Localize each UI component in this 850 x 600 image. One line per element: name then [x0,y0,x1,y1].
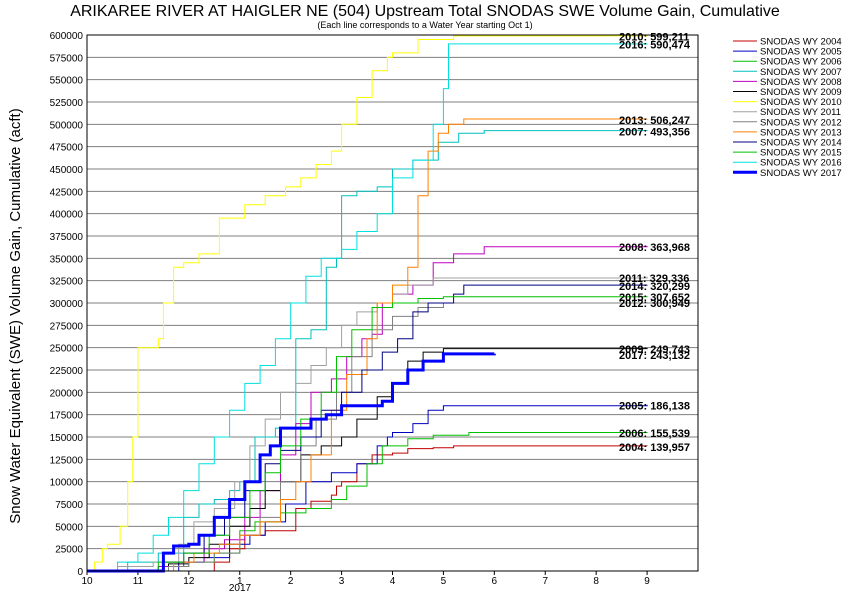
x-axis-year-label: 2017 [229,583,252,594]
legend-entry: SNODAS WY 2006 [760,57,842,68]
x-tick-label: 9 [644,576,650,587]
x-tick-label: 7 [542,576,548,587]
end-label: 2006: 155,539 [619,428,690,440]
y-tick-label: 575000 [50,53,84,64]
legend-entry: SNODAS WY 2009 [760,87,842,98]
legend-entry: SNODAS WY 2012 [760,117,842,128]
series-line-5 [87,245,648,572]
x-tick-label: 3 [339,576,345,587]
legend-entry: SNODAS WY 2011 [760,107,841,118]
x-tick-label: 2 [288,576,294,587]
end-label: 2009: 249,743 [619,344,690,356]
legend-entry: SNODAS WY 2007 [760,67,842,78]
end-label: 2013: 506,247 [619,115,690,127]
end-label: 2014: 320,299 [619,281,690,293]
series-line-10 [87,118,648,572]
plot-frame [86,34,699,572]
x-tick-label: 4 [390,576,396,587]
y-tick-label: 0 [77,567,83,578]
end-label: 2008: 363,968 [619,242,690,254]
y-tick-label: 400000 [50,210,84,221]
chart-title: ARIKAREE RIVER AT HAIGLER NE (504) Upstr… [70,3,780,20]
y-tick-label: 175000 [50,411,84,422]
end-label: 2015: 307,652 [619,292,690,304]
end-label: 2011: 329,336 [619,273,689,285]
y-tick-label: 325000 [50,277,84,288]
series-line-11 [87,284,648,572]
y-tick-label: 300000 [50,299,84,310]
y-tick-label: 250000 [50,344,84,355]
series-line-1 [87,445,648,572]
x-tick-label: 1 [237,576,243,587]
y-axis-ticks: 0 25000 50000 75000 100000 125000 150000 175000… [50,31,84,578]
y-tick-label: 50000 [55,522,83,533]
series-line-14 [87,352,496,573]
y-tick-label: 75000 [55,500,83,511]
end-label: 2004: 139,957 [619,442,690,454]
series-lines [87,35,648,573]
legend-entry: SNODAS WY 2005 [760,47,842,58]
end-label: 2017: 243,132 [619,350,690,362]
y-tick-label: 475000 [50,143,84,154]
y-axis-label: Snow Water Equivalent (SWE) Volume Gain,… [7,108,24,523]
end-label: 2005: 186,138 [619,401,690,413]
y-tick-label: 600000 [50,31,84,42]
y-tick-label: 550000 [50,76,84,87]
series-line-3 [87,432,648,572]
legend-entry: SNODAS WY 2015 [760,148,842,159]
end-label: 2007: 493,356 [619,126,690,138]
x-tick-label: 6 [492,576,498,587]
series-line-12 [87,296,648,572]
y-tick-label: 150000 [50,433,84,444]
x-tick-label: 11 [133,576,144,587]
y-tick-label: 450000 [50,165,84,176]
legend-entry: SNODAS WY 2013 [760,127,842,138]
x-tick-label: 12 [183,576,195,587]
end-label: 2012: 300,949 [619,298,690,310]
series-line-13 [87,43,648,572]
legend-entry: SNODAS WY 2016 [760,158,842,169]
y-tick-label: 375000 [50,232,84,243]
end-label: 2016: 590,474 [619,40,691,52]
y-tick-label: 200000 [50,388,84,399]
series-line-2 [87,404,648,572]
legend-entry: SNODAS WY 2014 [760,138,842,149]
chart-subtitle: (Each line corresponds to a Water Year s… [317,20,532,30]
series-line-7 [87,35,648,572]
legend-entry: SNODAS WY 2017 [760,168,842,179]
y-tick-label: 125000 [50,455,84,466]
x-tick-label: 10 [81,576,93,587]
legend-entry: SNODAS WY 2008 [760,77,842,88]
x-tick-label: 8 [593,576,599,587]
y-tick-label: 425000 [50,187,84,198]
legend-entry: SNODAS WY 2010 [760,97,842,108]
x-axis-ticks: 10 11 12 1 2 3 4 5 6 7 8 9 [81,571,650,587]
y-tick-label: 525000 [50,98,84,109]
y-tick-label: 500000 [50,120,84,131]
y-tick-label: 225000 [50,366,84,377]
y-tick-label: 350000 [50,254,84,265]
x-tick-label: 5 [441,576,447,587]
y-tick-label: 25000 [55,545,83,556]
y-tick-label: 275000 [50,321,84,332]
y-tick-label: 100000 [50,478,84,489]
series-line-8 [87,276,648,572]
legend-entry: SNODAS WY 2004 [760,37,842,48]
end-labels: 2004: 139,957 2005: 186,138 2006: 155,539 2… [619,32,691,454]
